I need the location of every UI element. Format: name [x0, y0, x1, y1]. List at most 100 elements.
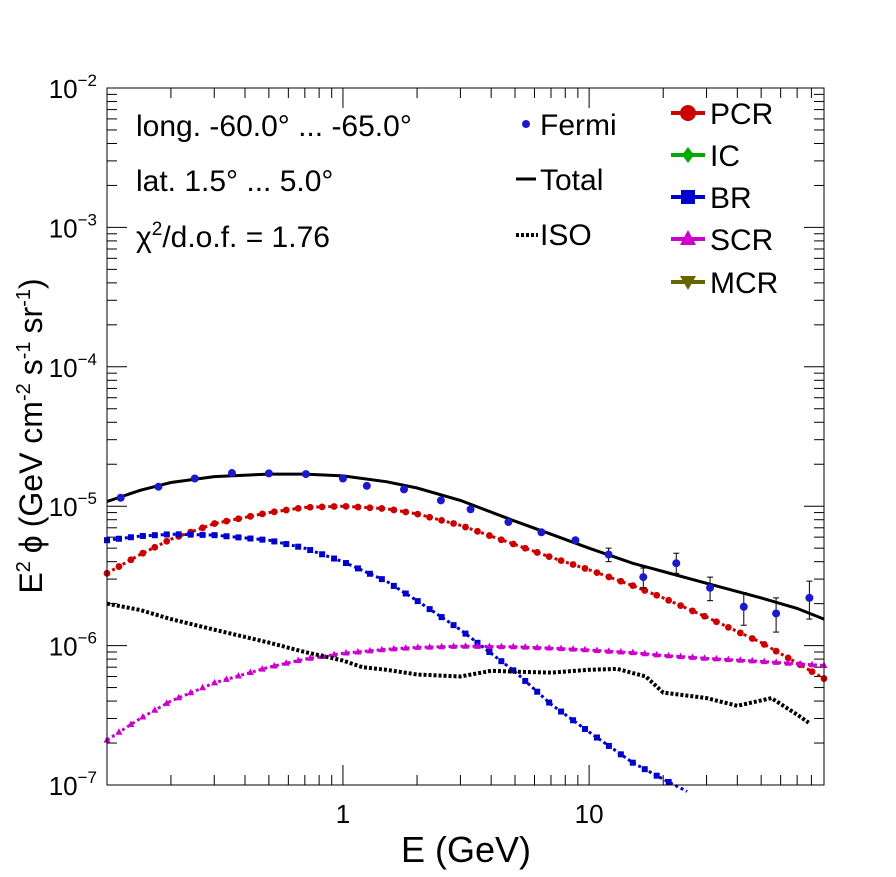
- legend-ic-marker: [682, 147, 694, 163]
- series-pcr-marker: [426, 513, 434, 521]
- series-scr-marker: [258, 665, 266, 672]
- fermi-point: [739, 602, 748, 611]
- annotation-chi-symbol: χ: [136, 221, 152, 254]
- series-pcr-marker: [581, 565, 589, 572]
- fermi-point: [190, 474, 199, 483]
- series-scr-marker: [569, 645, 577, 652]
- fermi-point: [227, 469, 236, 478]
- legend-mcr-label: MCR: [710, 267, 778, 300]
- fermi-point: [301, 470, 310, 479]
- series-scr-marker: [665, 651, 673, 659]
- series-pcr-marker: [486, 532, 493, 539]
- series-br-marker: [343, 560, 349, 567]
- fermi-point: [805, 593, 814, 602]
- series-pcr-marker: [354, 503, 362, 511]
- series-scr-marker: [629, 648, 637, 656]
- fermi-point: [400, 485, 409, 494]
- series-scr-marker: [772, 658, 780, 665]
- series-scr-marker: [641, 649, 649, 657]
- series-layer: [103, 472, 828, 793]
- series-scr-marker: [426, 643, 434, 650]
- series-pcr-marker: [390, 506, 398, 514]
- y-label-sr-sup: -1: [13, 289, 35, 307]
- series-pcr-marker: [533, 549, 541, 556]
- series-br-marker: [629, 759, 636, 766]
- series-pcr-marker: [736, 629, 744, 637]
- series-br-marker: [175, 531, 182, 538]
- y-tick-exp: −2: [78, 71, 97, 90]
- series-pcr-marker: [294, 504, 302, 512]
- series-br-marker: [593, 734, 600, 741]
- series-pcr-marker: [247, 512, 254, 520]
- series-scr-marker: [462, 642, 469, 649]
- series-total-line: [106, 472, 825, 621]
- series-pcr-marker: [438, 516, 445, 524]
- series-scr-marker: [808, 660, 816, 668]
- series-scr-marker: [438, 642, 446, 650]
- series-pcr-marker: [402, 508, 410, 516]
- series-iso: [106, 601, 810, 725]
- y-label-s-sup: -1: [13, 341, 35, 359]
- series-pcr-marker: [808, 668, 816, 676]
- series-pcr-marker: [760, 640, 768, 648]
- legend-iso-label: ISO: [540, 219, 592, 252]
- x-tick-label: 10: [575, 799, 604, 829]
- fermi-point: [362, 481, 371, 490]
- series-scr-marker: [736, 656, 744, 663]
- series-br-marker: [259, 536, 266, 543]
- y-label-cm-sup: -2: [13, 383, 35, 401]
- series-pcr-marker: [318, 503, 326, 511]
- series-br-marker: [151, 532, 158, 539]
- series-scr-marker: [748, 656, 756, 664]
- series-pcr-marker: [521, 544, 529, 552]
- series-scr: [103, 642, 828, 743]
- series-scr-marker: [151, 706, 159, 713]
- series-br-marker: [235, 534, 242, 541]
- series-pcr-marker: [701, 612, 708, 620]
- fermi-point: [706, 583, 715, 592]
- series-scr-marker: [605, 647, 613, 654]
- series-pcr: [103, 502, 828, 682]
- series-pcr-marker: [772, 647, 780, 655]
- y-tick-label: 10−4: [49, 350, 97, 383]
- series-pcr-marker: [653, 591, 661, 599]
- series-scr-marker: [784, 659, 792, 666]
- fermi-point: [338, 474, 347, 483]
- y-tick-label: 10−7: [49, 768, 97, 801]
- series-pcr-marker: [545, 553, 553, 561]
- series-br-marker: [139, 532, 146, 539]
- series-pcr-marker: [223, 517, 230, 525]
- series-scr-marker: [653, 650, 661, 658]
- legend-right: PCR IC BR SCR MCR: [671, 98, 778, 300]
- fermi-point: [571, 536, 580, 545]
- series-scr-marker: [294, 656, 302, 664]
- series-br-marker: [498, 658, 505, 665]
- series-pcr-marker: [784, 654, 792, 662]
- series-pcr-marker: [665, 596, 673, 604]
- series-pcr-marker: [450, 520, 457, 527]
- series-br-marker: [378, 576, 385, 583]
- series-pcr-marker: [235, 515, 242, 523]
- series-br-marker: [199, 531, 206, 538]
- series-scr-marker: [414, 643, 422, 650]
- series-scr-marker: [306, 654, 314, 661]
- y-axis-label: E2ϕ(GeV cm-2s-1sr-1): [13, 278, 49, 593]
- series-br-marker: [402, 590, 409, 597]
- y-tick-exp: −7: [78, 768, 97, 787]
- series-pcr-marker: [330, 503, 338, 510]
- series-scr-marker: [366, 646, 374, 654]
- y-label-symbol: ϕ: [13, 535, 49, 553]
- series-pcr-marker: [115, 563, 123, 570]
- legend-pcr-label: PCR: [710, 98, 773, 131]
- series-pcr-marker: [366, 504, 374, 512]
- legend-br-marker: [681, 190, 695, 204]
- series-br-marker: [546, 699, 553, 706]
- series-pcr-marker: [163, 537, 171, 545]
- y-tick-base: 10: [49, 353, 78, 383]
- series-scr-marker: [115, 728, 123, 735]
- y-label-close: ): [13, 278, 49, 289]
- series-scr-marker: [712, 654, 720, 662]
- legend-br-label: BR: [710, 182, 752, 215]
- y-label-base-sup: 2: [13, 561, 35, 572]
